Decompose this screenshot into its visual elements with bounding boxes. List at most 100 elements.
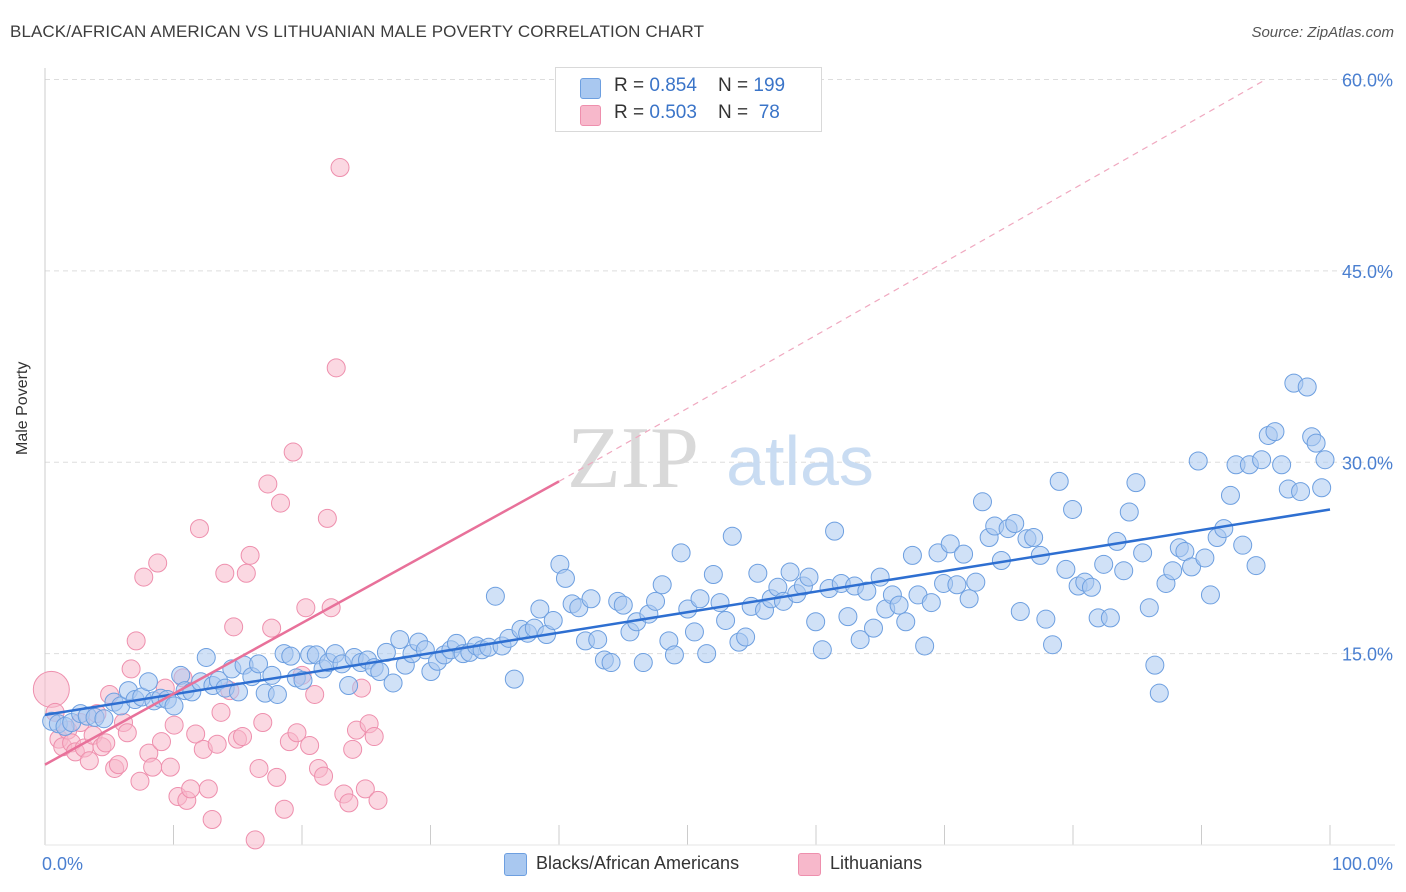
black-point <box>1200 585 1220 605</box>
black-point <box>1272 455 1292 475</box>
black-point <box>1188 451 1208 471</box>
lithuanian-point <box>207 734 227 754</box>
black-point <box>947 575 967 595</box>
black-point <box>896 612 916 632</box>
lithuanian-point <box>343 739 363 759</box>
black-point <box>164 696 184 716</box>
n-label: N = <box>718 102 754 123</box>
r-label: R = <box>614 75 650 96</box>
black-point <box>857 581 877 601</box>
black-point <box>825 521 845 541</box>
lithuanian-point <box>233 727 253 747</box>
watermark-atlas: atlas <box>726 422 874 500</box>
legend-text: R = 0.854 N = 199 <box>614 75 785 97</box>
black-point <box>1306 433 1326 453</box>
black-point <box>555 568 575 588</box>
black-point <box>138 672 158 692</box>
black-point <box>1133 543 1153 563</box>
lithuanian-point <box>126 631 146 651</box>
black-point <box>1182 557 1202 577</box>
black-point <box>1056 559 1076 579</box>
black-point <box>1024 528 1044 548</box>
lithuanian-point <box>211 702 231 722</box>
black-point <box>1081 577 1101 597</box>
black-point <box>262 665 282 685</box>
x-tick-label: 0.0% <box>42 854 83 874</box>
lithuanian-point <box>317 508 337 528</box>
lithuanian-point <box>134 567 154 587</box>
lithuanian-point <box>355 779 375 799</box>
lithuanian-point <box>330 158 350 178</box>
lithuanian-point <box>160 757 180 777</box>
lithuanian-point <box>287 723 307 743</box>
black-point <box>293 670 313 690</box>
lithuanian-point <box>108 755 128 775</box>
lithuanian-point <box>236 563 256 583</box>
watermark-zip: ZIP <box>567 410 699 507</box>
lithuanian-point <box>368 790 388 810</box>
lithuanian-point <box>262 618 282 638</box>
lithuanian-point <box>339 793 359 813</box>
black-point <box>671 543 691 563</box>
black-point <box>1195 548 1215 568</box>
lithuanians-points <box>32 158 388 850</box>
lithuanian-point <box>202 809 222 829</box>
black-point <box>613 595 633 615</box>
black-point <box>806 612 826 632</box>
r-value: 0.854 <box>649 75 697 96</box>
black-point <box>196 647 216 667</box>
gridlines <box>45 79 1395 655</box>
black-point <box>601 653 621 673</box>
black-point <box>1100 608 1120 628</box>
black-point <box>1036 609 1056 629</box>
correlation-legend: R = 0.854 N = 199 R = 0.503 N = 78 <box>555 67 822 132</box>
lithuanian-point <box>240 545 260 565</box>
black-point <box>697 644 717 664</box>
tick-labels: 15.0% 30.0% 45.0% 60.0% 0.0% 100.0% <box>42 71 1393 875</box>
lithuanian-point <box>215 563 235 583</box>
black-point <box>1010 602 1030 622</box>
black-point <box>504 669 524 689</box>
black-point <box>530 599 550 619</box>
lithuanian-point <box>164 715 184 735</box>
y-tick-label: 15.0% <box>1342 645 1393 665</box>
series-label: Lithuanians <box>830 853 923 873</box>
lithuanian-point <box>296 598 316 618</box>
black-point <box>543 610 563 630</box>
black-point <box>249 654 269 674</box>
series-label: Blacks/African Americans <box>536 853 740 873</box>
black-point <box>1312 478 1332 498</box>
black-point <box>1063 499 1083 519</box>
black-point <box>1246 556 1266 576</box>
black-point <box>1220 485 1240 505</box>
black-point <box>339 676 359 696</box>
lithuanian-point <box>32 670 70 708</box>
black-point <box>1291 482 1311 502</box>
lithuanian-point <box>274 799 294 819</box>
black-point <box>390 630 410 650</box>
lithuanian-point <box>249 758 269 778</box>
r-label: R = <box>614 102 650 123</box>
black-point <box>716 610 736 630</box>
blacks-trend-line <box>44 508 1331 717</box>
lithuanian-point <box>364 727 384 747</box>
source-label: Source: ZipAtlas.com <box>1251 24 1394 41</box>
y-tick-label: 30.0% <box>1342 453 1393 473</box>
lithuanian-point <box>300 735 320 755</box>
trend-lines <box>44 78 1331 766</box>
black-point <box>812 640 832 660</box>
black-point <box>780 562 800 582</box>
series-swatch-blue <box>504 853 527 876</box>
black-point <box>1049 471 1069 491</box>
black-point <box>581 589 601 609</box>
black-point <box>646 591 666 611</box>
lithuanian-point <box>258 474 278 494</box>
black-point <box>921 593 941 613</box>
black-point <box>588 630 608 650</box>
black-point <box>850 630 870 650</box>
lithuanian-point <box>130 771 150 791</box>
black-point <box>1043 635 1063 655</box>
black-point <box>1094 554 1114 574</box>
black-point <box>722 526 742 546</box>
